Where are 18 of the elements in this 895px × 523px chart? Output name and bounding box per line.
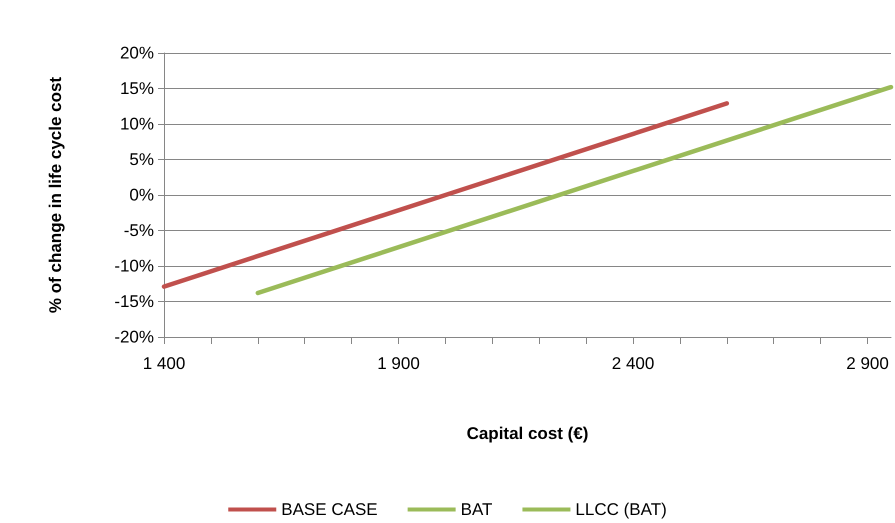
y-tick-label: 20%	[120, 44, 154, 62]
x-tick-label: 1 400	[142, 354, 186, 373]
x-axis-title: Capital cost (€)	[466, 424, 588, 443]
y-tick-label: -10%	[114, 256, 154, 276]
y-tick-label: 15%	[120, 79, 154, 98]
y-tick-label: 0%	[129, 186, 154, 204]
legend-label: LLCC (BAT)	[575, 500, 667, 519]
y-axis-title: % of change in life cycle cost	[46, 76, 65, 314]
y-tick-label: -15%	[114, 292, 154, 311]
x-tick-label: 1 900	[377, 354, 420, 373]
y-tick-label: -5%	[124, 221, 154, 240]
legend-label: BASE CASE	[281, 500, 378, 519]
y-tick-label: 5%	[129, 150, 154, 169]
x-tick-label: 2 400	[612, 354, 654, 373]
y-tick-label: -20%	[114, 328, 154, 346]
x-tick-label: 2 900	[846, 354, 889, 373]
legend-label: BAT	[460, 500, 492, 519]
y-tick-label: 10%	[120, 114, 154, 134]
